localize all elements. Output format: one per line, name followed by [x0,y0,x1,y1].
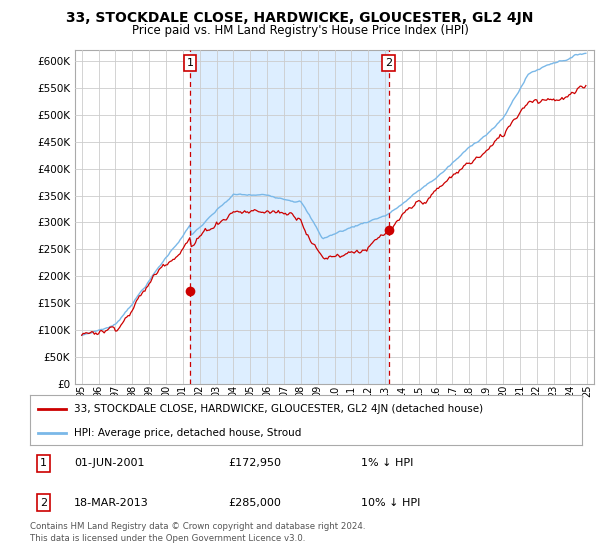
Text: 01-JUN-2001: 01-JUN-2001 [74,459,145,468]
Text: £172,950: £172,950 [229,459,282,468]
Text: 1: 1 [40,459,47,468]
Text: 33, STOCKDALE CLOSE, HARDWICKE, GLOUCESTER, GL2 4JN (detached house): 33, STOCKDALE CLOSE, HARDWICKE, GLOUCEST… [74,404,483,414]
Text: £285,000: £285,000 [229,498,281,507]
Text: HPI: Average price, detached house, Stroud: HPI: Average price, detached house, Stro… [74,428,302,437]
Text: 2: 2 [385,58,392,68]
Text: 10% ↓ HPI: 10% ↓ HPI [361,498,421,507]
Text: 33, STOCKDALE CLOSE, HARDWICKE, GLOUCESTER, GL2 4JN: 33, STOCKDALE CLOSE, HARDWICKE, GLOUCEST… [67,11,533,25]
Text: 18-MAR-2013: 18-MAR-2013 [74,498,149,507]
Text: Contains HM Land Registry data © Crown copyright and database right 2024.
This d: Contains HM Land Registry data © Crown c… [30,522,365,543]
Text: Price paid vs. HM Land Registry's House Price Index (HPI): Price paid vs. HM Land Registry's House … [131,24,469,36]
Text: 1% ↓ HPI: 1% ↓ HPI [361,459,413,468]
Text: 1: 1 [187,58,193,68]
Text: 2: 2 [40,498,47,507]
Bar [190,50,389,384]
